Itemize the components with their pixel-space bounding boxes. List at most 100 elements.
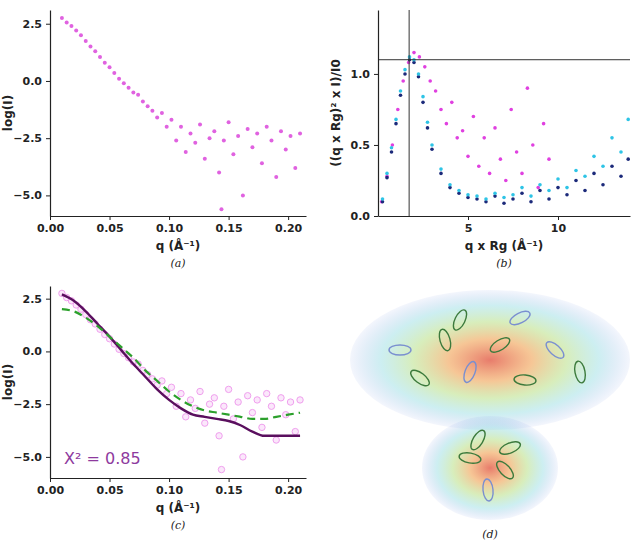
point	[235, 399, 241, 405]
point	[504, 179, 508, 183]
tick-label: 2.5	[23, 18, 43, 31]
point	[225, 386, 231, 392]
point	[556, 177, 560, 181]
point	[179, 125, 183, 129]
point	[394, 118, 398, 122]
tick: −5.0	[13, 451, 50, 464]
point	[466, 155, 470, 159]
tick-mark	[50, 216, 51, 220]
y-axis: −5.0−2.50.02.5	[13, 287, 50, 479]
helix	[514, 374, 537, 386]
point	[390, 150, 394, 154]
helix	[458, 451, 481, 465]
point	[269, 138, 273, 142]
point	[583, 174, 587, 178]
point	[241, 193, 245, 197]
y-axis: 0.00.51.0	[351, 11, 379, 224]
helix	[543, 339, 566, 361]
helix	[488, 335, 512, 355]
point	[394, 122, 398, 126]
point	[565, 193, 569, 197]
point	[385, 176, 389, 180]
point	[74, 29, 78, 33]
point	[626, 118, 630, 122]
tick: 0.0	[351, 210, 379, 223]
point	[284, 148, 288, 152]
point	[399, 93, 403, 97]
y-axis-title: log(I)	[1, 364, 15, 400]
point	[526, 86, 530, 90]
tick-mark	[288, 478, 289, 482]
point	[273, 437, 279, 443]
tick: 5	[465, 216, 473, 235]
tick-label: 0.10	[156, 222, 183, 235]
point	[488, 172, 492, 176]
point	[601, 183, 605, 187]
point	[450, 101, 454, 105]
point	[69, 24, 73, 28]
y-axis-title: log(I)	[1, 95, 15, 131]
point	[484, 197, 488, 201]
tick-label: 0.15	[216, 222, 243, 235]
tick-mark	[110, 478, 111, 482]
point	[84, 39, 88, 43]
point	[136, 93, 140, 97]
tick-mark	[46, 81, 50, 82]
point	[227, 120, 231, 124]
point	[160, 111, 164, 115]
point	[254, 397, 260, 403]
point	[430, 147, 434, 151]
point	[574, 169, 578, 173]
x-axis: 0.000.050.100.150.20	[37, 478, 307, 497]
tick: 0.10	[156, 216, 183, 235]
point	[499, 157, 503, 161]
point	[155, 116, 159, 120]
point	[184, 150, 188, 154]
point	[417, 72, 421, 76]
point	[385, 172, 389, 176]
axis-line	[379, 216, 631, 217]
point	[493, 126, 497, 130]
point	[117, 77, 121, 81]
point	[278, 395, 284, 401]
panel-label: (a)	[170, 257, 185, 270]
point	[127, 86, 131, 90]
point	[401, 79, 405, 83]
x-axis-title: q (Å⁻¹)	[156, 500, 201, 515]
point	[287, 399, 293, 405]
envelope	[422, 416, 558, 520]
point	[493, 191, 497, 195]
point	[439, 167, 443, 171]
tick-mark	[468, 216, 469, 220]
tick-label: 0.0	[351, 210, 371, 223]
tick-label: 0.20	[275, 222, 302, 235]
line	[62, 309, 300, 419]
tick-label: 10	[551, 222, 567, 235]
point	[455, 136, 459, 140]
point	[189, 132, 193, 136]
point	[529, 194, 533, 198]
point	[423, 65, 427, 69]
point	[475, 194, 479, 198]
point	[193, 141, 197, 145]
point	[547, 197, 551, 201]
point	[187, 397, 193, 403]
point	[619, 174, 623, 178]
tick-label: 0.05	[96, 484, 123, 497]
point	[461, 129, 465, 133]
point	[279, 129, 283, 133]
point	[88, 45, 92, 49]
tick: −2.5	[13, 132, 50, 145]
point	[592, 155, 596, 159]
point	[574, 179, 578, 183]
point	[218, 466, 224, 472]
point	[511, 197, 515, 201]
point	[509, 108, 513, 112]
point	[434, 89, 438, 93]
tick-mark	[229, 478, 230, 482]
helix	[408, 367, 432, 388]
figure: 0.000.050.100.150.20−5.0−2.50.02.5q (Å⁻¹…	[0, 0, 640, 544]
helix	[494, 459, 516, 482]
point	[231, 152, 235, 156]
x-axis: 0.000.050.100.150.20	[37, 216, 307, 235]
